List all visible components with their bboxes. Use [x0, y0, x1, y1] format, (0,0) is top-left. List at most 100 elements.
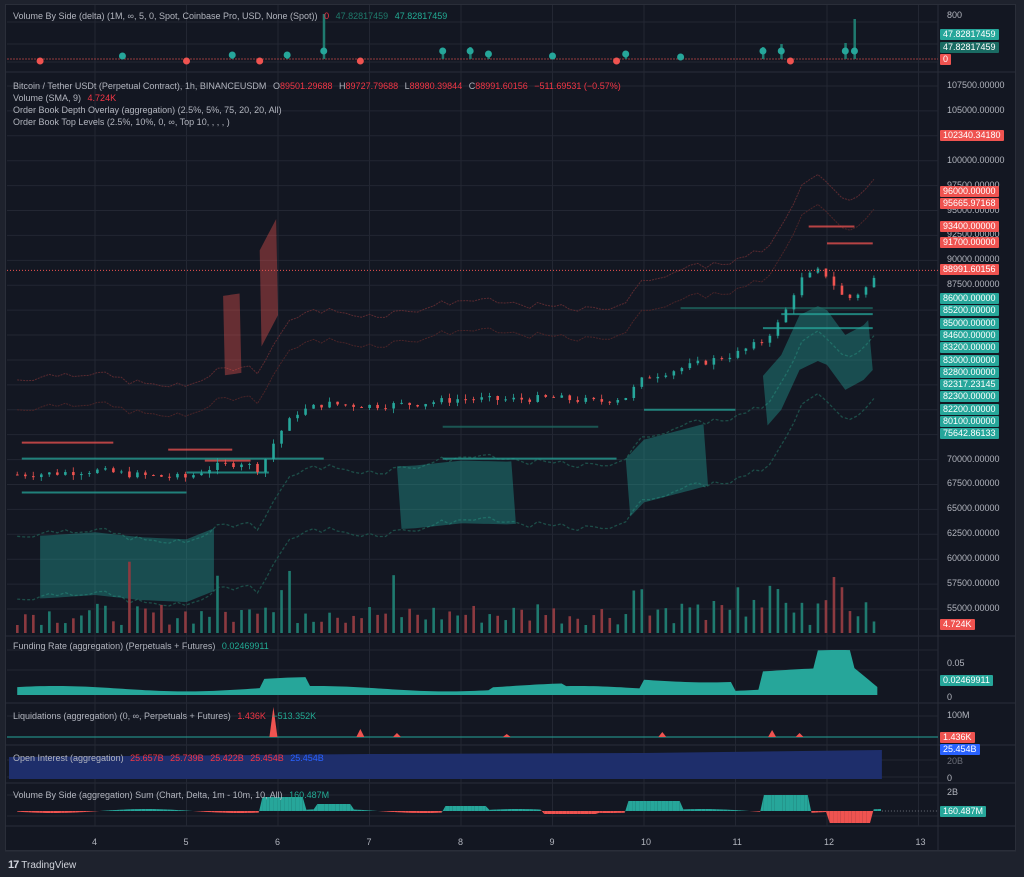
candle-body: [696, 360, 700, 364]
volume-bar: [32, 614, 35, 633]
candle-body: [240, 464, 243, 468]
volume-delta-area: [624, 801, 629, 813]
volume-delta-area: [401, 811, 406, 813]
volume-delta-area: [427, 811, 431, 813]
candle-body: [432, 402, 435, 405]
candle-body: [344, 404, 347, 406]
legend-open-interest[interactable]: Open Interest (aggregation) 25.657B 25.7…: [13, 752, 324, 764]
volume-bar: [824, 600, 828, 633]
volume-delta-area: [416, 811, 420, 813]
delta-dot: [622, 50, 630, 58]
volume-delta-area: [522, 809, 526, 811]
volume-bar: [48, 611, 51, 633]
candle-body: [680, 368, 684, 372]
candle-body: [256, 463, 259, 473]
volume-delta-area: [643, 801, 647, 811]
candle-body: [304, 408, 307, 415]
volume-delta-area: [302, 797, 307, 811]
volume-delta-area: [174, 809, 179, 811]
volume-delta-area: [474, 806, 479, 811]
volume-delta-area: [496, 809, 501, 811]
volume-bar: [440, 619, 443, 633]
volume-bar: [560, 623, 564, 633]
delta-dot: [786, 57, 794, 65]
volume-bar: [792, 612, 796, 633]
candle-body: [144, 472, 147, 475]
volume-delta-area: [866, 811, 871, 823]
candle-body: [664, 375, 668, 377]
volume-delta-area: [342, 804, 347, 811]
volume-delta-area: [533, 809, 537, 811]
legend-vbs-aggregation[interactable]: Volume By Side (aggregation) Sum (Chart,…: [13, 789, 329, 801]
volume-delta-area: [273, 797, 278, 811]
legend-liquidations[interactable]: Liquidations (aggregation) (0, ∞, Perpet…: [13, 710, 316, 722]
price-axis-label: 87500.00000: [947, 279, 1000, 290]
oi-last: 25.454B: [290, 753, 324, 763]
volume-bar: [728, 609, 732, 633]
volume-delta-area: [518, 809, 523, 811]
time-axis-label: 5: [183, 837, 189, 847]
volume-bar: [816, 603, 820, 633]
legend-top-levels[interactable]: Order Book Top Levels (2.5%, 10%, 0, ∞, …: [13, 116, 230, 128]
indicator-value: 4.724K: [87, 93, 117, 103]
bid-wall-area: [762, 306, 873, 426]
volume-delta-area: [833, 811, 838, 823]
candle-body: [576, 400, 580, 402]
brand-label: TradingView: [21, 859, 77, 871]
candle-body: [568, 395, 572, 401]
candle-body: [640, 377, 644, 387]
volume-delta-area: [24, 811, 29, 813]
volume-delta-area: [478, 806, 483, 811]
legend-funding-rate[interactable]: Funding Rate (aggregation) (Perpetuals +…: [13, 640, 269, 652]
volume-delta-area: [277, 797, 281, 811]
candle-body: [208, 469, 211, 474]
price-axis-label: 92500.00000: [947, 229, 1000, 240]
delta-dot: [320, 47, 328, 55]
depth-upper-band-line: [17, 203, 875, 418]
volume-delta-area: [64, 811, 69, 813]
volume-delta-area: [72, 811, 76, 813]
legend-volume[interactable]: Volume (SMA, 9) 4.724K: [13, 92, 116, 104]
volume-delta-area: [672, 801, 677, 811]
legend-main-symbol[interactable]: Bitcoin / Tether USDt (Perpetual Contrac…: [13, 81, 621, 91]
volume-bar: [648, 615, 652, 633]
legend-value: 47.82817459: [335, 11, 389, 21]
volume-bar: [600, 609, 604, 633]
volume-delta-area: [42, 811, 47, 813]
delta-bar: [853, 19, 856, 59]
volume-delta-area: [317, 804, 322, 811]
volume-delta-area: [207, 811, 212, 813]
volume-bar: [480, 622, 483, 633]
volume-bar: [720, 605, 724, 633]
candle-body: [656, 376, 660, 379]
volume-bar: [864, 602, 868, 633]
volume-delta-area: [818, 811, 823, 813]
volume-bar: [400, 617, 403, 633]
ask-level-tag: 91700.00000: [940, 237, 999, 248]
tradingview-brand[interactable]: 17 TradingView: [8, 859, 76, 871]
volume-delta-area: [119, 809, 124, 811]
candle-body: [720, 358, 724, 360]
volume-bar: [328, 612, 331, 633]
bid-wall-area: [396, 460, 516, 529]
volume-delta-area: [339, 804, 343, 811]
time-axis-label: 10: [641, 837, 652, 847]
legend-depth-overlay[interactable]: Order Book Depth Overlay (aggregation) (…: [13, 104, 282, 116]
volume-delta-area: [851, 811, 856, 823]
indicator-title: Order Book Depth Overlay (aggregation) (…: [13, 105, 282, 115]
volume-delta-area: [793, 795, 797, 811]
liquidation-spike: [392, 733, 401, 737]
candle-body: [792, 295, 796, 310]
price-axis-label: 65000.00000: [947, 503, 1000, 514]
volume-delta-area: [573, 811, 578, 814]
volume-delta-area: [460, 806, 464, 811]
volume-delta-area: [859, 811, 863, 823]
candle-body: [608, 401, 612, 403]
volume-bar: [760, 607, 764, 633]
volume-delta-area: [679, 801, 684, 811]
volume-bar: [312, 621, 315, 633]
volume-delta-area: [500, 809, 505, 811]
volume-delta-area: [394, 811, 398, 813]
